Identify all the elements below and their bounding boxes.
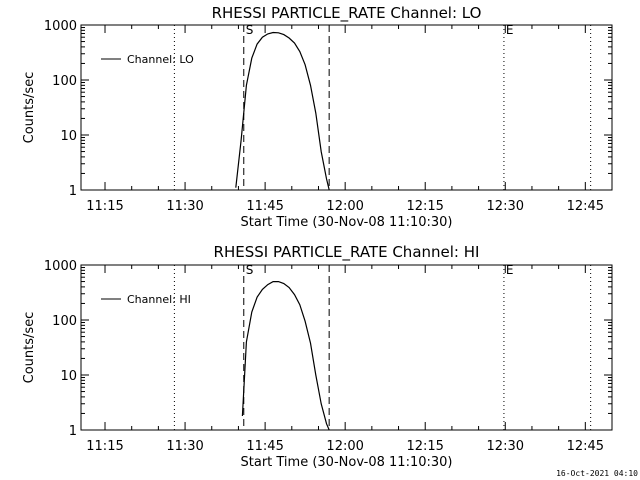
x-tick-label: 12:45: [567, 439, 604, 454]
chart-title: RHESSI PARTICLE_RATE Channel: LO: [212, 4, 482, 23]
y-tick-label: 1: [69, 184, 77, 199]
x-axis-label: Start Time (30-Nov-08 11:10:30): [241, 215, 453, 230]
x-tick-label: 11:15: [86, 199, 123, 214]
series-line: [241, 281, 330, 431]
plot-frame: [80, 264, 613, 431]
y-tick-label: 10: [60, 129, 77, 144]
x-tick-label: 12:45: [567, 199, 604, 214]
chart-title: RHESSI PARTICLE_RATE Channel: HI: [214, 243, 480, 262]
legend-label: Channel: HI: [127, 293, 191, 306]
plot-frame: [80, 24, 613, 191]
marker-label: E: [506, 23, 514, 37]
y-axis-label: Counts/sec: [22, 72, 37, 144]
x-tick-label: 11:45: [246, 439, 283, 454]
y-tick-label: 1000: [44, 259, 77, 274]
marker-label: E: [506, 263, 514, 277]
x-tick-label: 11:30: [166, 199, 203, 214]
x-tick-label: 12:00: [326, 439, 363, 454]
y-tick-label: 1: [69, 424, 77, 439]
x-tick-label: 12:15: [406, 439, 443, 454]
panel-lo: RHESSI PARTICLE_RATE Channel: LO Start Ti…: [22, 4, 613, 230]
panel-hi: RHESSI PARTICLE_RATE Channel: HI Start Ti…: [22, 243, 613, 470]
y-axis-label: Counts/sec: [22, 312, 37, 384]
x-tick-label: 11:45: [246, 199, 283, 214]
x-axis-label: Start Time (30-Nov-08 11:10:30): [241, 455, 453, 470]
series-line: [235, 31, 330, 191]
marker-label: S: [246, 263, 254, 277]
legend-label: Channel: LO: [127, 53, 194, 66]
y-tick-label: 100: [52, 314, 77, 329]
x-tick-label: 12:15: [406, 199, 443, 214]
x-tick-label: 11:30: [166, 439, 203, 454]
y-tick-label: 10: [60, 369, 77, 384]
y-tick-label: 100: [52, 74, 77, 89]
y-tick-label: 1000: [44, 19, 77, 34]
x-tick-label: 12:00: [326, 199, 363, 214]
footer-timestamp: 16-Oct-2021 04:10: [556, 469, 638, 478]
x-tick-label: 11:15: [86, 439, 123, 454]
marker-label: S: [246, 23, 254, 37]
x-tick-label: 12:30: [487, 439, 524, 454]
x-tick-label: 12:30: [487, 199, 524, 214]
